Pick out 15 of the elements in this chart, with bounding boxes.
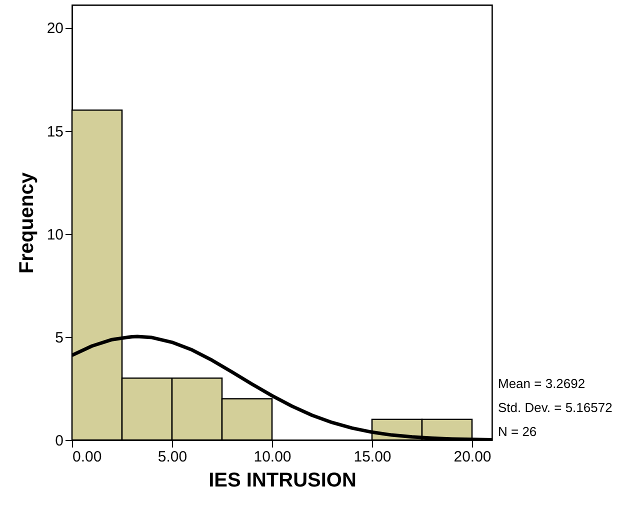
y-tick-label: 0	[55, 432, 64, 450]
y-tick-label: 15	[46, 123, 64, 140]
x-tick-label: 20.00	[454, 448, 492, 466]
x-tick-label: 10.00	[254, 448, 292, 466]
x-tick-label: 0.00	[72, 448, 102, 466]
text: Std. Dev. = 5.16572	[498, 400, 612, 415]
y-tick-label: 5	[55, 329, 64, 346]
x-tick-label: 15.00	[354, 448, 392, 466]
y-tick-label: 10	[46, 226, 64, 244]
text: N = 26	[498, 424, 537, 439]
x-axis-title: IES INTRUSION	[208, 470, 356, 492]
x-tick-label: 5.00	[158, 448, 188, 466]
y-axis-title: Frequency	[16, 172, 38, 274]
text: Mean = 3.2692	[498, 376, 586, 391]
y-tick-label: 20	[46, 20, 64, 38]
